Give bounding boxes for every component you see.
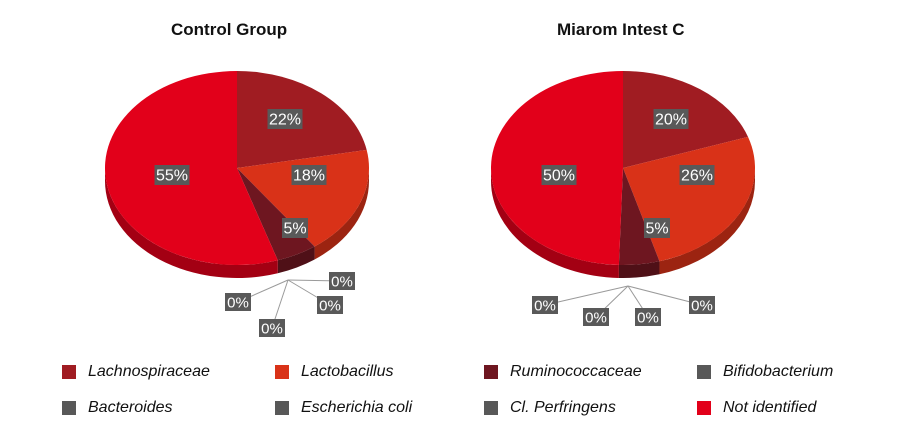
chart-title-control-group: Control Group <box>171 20 288 39</box>
legend-item-bifidobacterium: Bifidobacterium <box>697 363 833 381</box>
legend-label: Bacteroides <box>88 399 173 416</box>
data-label-bacteroides: 0% <box>585 310 607 327</box>
data-label-ruminococcaceae: 5% <box>645 221 668 238</box>
legend-swatch <box>275 401 289 415</box>
legend-item-lactobacillus: Lactobacillus <box>275 363 394 381</box>
data-label-lachnospiraceae: 22% <box>269 112 301 129</box>
data-label-lachnospiraceae-box <box>653 109 689 129</box>
legend-label: Lachnospiraceae <box>88 363 210 380</box>
legend-item-lachnospiraceae: Lachnospiraceae <box>62 363 210 381</box>
pie-slice-ruminococcaceae <box>618 168 660 266</box>
pie-chart-control-group: 22% 18% 5% 55% 0% 0% 0% 0% <box>104 71 370 338</box>
pie-side-not-identified <box>491 168 619 278</box>
data-label-cl-perfringens-box <box>259 319 285 337</box>
legend-label: Lactobacillus <box>301 363 394 380</box>
pie-slice-lactobacillus <box>237 149 370 247</box>
data-label-cl-perfringens: 0% <box>691 298 713 315</box>
data-label-cl-perfringens-box <box>689 296 715 314</box>
data-label-not-identified: 50% <box>543 168 575 185</box>
data-label-lachnospiraceae-box <box>267 109 303 129</box>
legend-swatch <box>62 401 76 415</box>
legend-item-not-identified: Not identified <box>697 399 816 417</box>
pie-side-ruminococcaceae <box>618 261 660 279</box>
legend-label: Escherichia coli <box>301 399 413 416</box>
data-label-lachnospiraceae: 20% <box>655 112 687 129</box>
legend-swatch <box>697 365 711 379</box>
data-label-not-identified-box <box>154 165 190 185</box>
pie-side-lactobacillus <box>659 168 755 275</box>
data-label-lactobacillus-box <box>291 165 327 185</box>
data-label-lactobacillus-box <box>679 165 715 185</box>
legend-item-bacteroides: Bacteroides <box>62 399 173 417</box>
data-label-bacteroides: 0% <box>319 298 341 315</box>
data-label-bifidobacterium: 0% <box>534 298 556 315</box>
data-label-ruminococcaceae-box <box>282 218 308 238</box>
legend-label: Cl. Perfringens <box>510 399 616 416</box>
chart-title-miarom-intest-c: Miarom Intest C <box>557 20 685 39</box>
data-label-bifidobacterium-box <box>329 272 355 290</box>
data-label-ruminococcaceae-box <box>644 218 670 238</box>
data-label-lactobacillus: 26% <box>681 168 713 185</box>
data-label-not-identified: 55% <box>156 168 188 185</box>
pie-slice-not-identified <box>104 71 278 265</box>
data-label-bifidobacterium: 0% <box>331 274 353 291</box>
data-label-ruminococcaceae: 5% <box>283 221 306 238</box>
data-label-bifidobacterium-box <box>532 296 558 314</box>
data-label-cl-perfringens: 0% <box>261 321 283 338</box>
legend-swatch <box>275 365 289 379</box>
pie-side-not-identified <box>105 168 278 278</box>
legend-swatch <box>484 401 498 415</box>
legend-swatch <box>484 365 498 379</box>
data-label-bacteroides-box <box>583 308 609 326</box>
legend-label: Bifidobacterium <box>723 363 834 380</box>
data-label-lactobacillus: 18% <box>293 168 325 185</box>
pie-side-lactobacillus <box>314 168 369 260</box>
data-label-escherichia-coli-box <box>225 293 251 311</box>
legend-item-escherichia-coli: Escherichia coli <box>275 399 412 417</box>
data-label-not-identified-box <box>541 165 577 185</box>
legend-item-cl-perfringens: Cl. Perfringens <box>484 399 616 417</box>
legend-item-ruminococcaceae: Ruminococcaceae <box>484 363 642 381</box>
pie-side-ruminococcaceae <box>277 246 315 274</box>
legend-swatch <box>62 365 76 379</box>
data-label-escherichia-coli-box <box>635 308 661 326</box>
legend-label: Not identified <box>723 399 817 416</box>
leader-line-bifidobacterium <box>544 285 629 306</box>
data-label-escherichia-coli: 0% <box>227 295 249 312</box>
pie-chart-miarom-intest-c: 20% 26% 5% 50% 0% 0% 0% 0% <box>490 71 755 327</box>
legend-swatch <box>697 401 711 415</box>
legend-label: Ruminococcaceae <box>510 363 642 380</box>
data-label-escherichia-coli: 0% <box>637 310 659 327</box>
data-label-bacteroides-box <box>317 296 343 314</box>
